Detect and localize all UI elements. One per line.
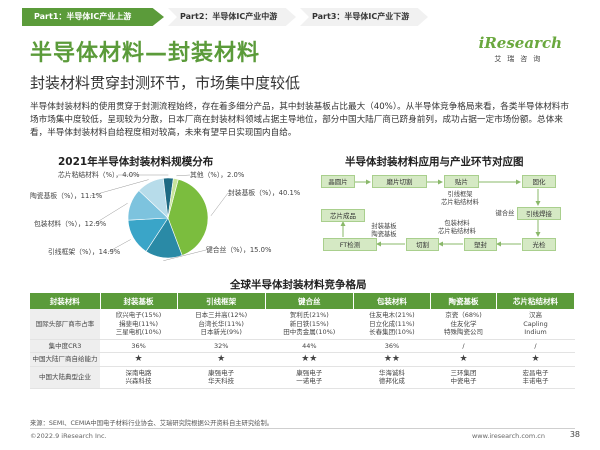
flow-label-packaging: 包装材料 (444, 220, 470, 227)
table-cell: 康强电子 华天科技 (177, 366, 266, 389)
flow-box-die-attach: 贴片 (444, 175, 479, 188)
iresearch-logo: iResearch 艾瑞咨询 (479, 34, 562, 64)
table-heading: 全球半导体封装材料竞争格局 (230, 279, 367, 291)
intro-paragraph: 半导体封装材料的使用贯穿于封测流程始终，存在着多细分产品，其中封装基板占比最大（… (30, 102, 570, 138)
footer-divider (30, 428, 575, 429)
flow-box-inspection: 光检 (522, 238, 556, 251)
flow-label-die-adhesive: 芯片粘结材料 (441, 199, 479, 206)
pie-label: 引线框架（%），14.9% (48, 247, 121, 256)
row-header: 中国大陆厂商自给能力 (30, 352, 100, 367)
flow-box-wafer: 晶圆片 (321, 175, 355, 188)
pie-label: 陶瓷基板（%），11.1% (30, 191, 103, 200)
pie-label: 其他（%），2.0% (190, 170, 245, 179)
flow-label-bond-wire: 键合丝 (495, 210, 515, 217)
flow-label-leadframe: 引线框架 (447, 191, 473, 198)
competition-table: 封装材料 封装基板 引线框架 键合丝 包装材料 陶瓷基板 芯片粘结材料 国际头部… (30, 293, 575, 389)
col-header: 陶瓷基板 (430, 293, 498, 309)
col-header: 芯片粘结材料 (496, 293, 575, 309)
flow-label-ceramic: 陶瓷基板 (371, 231, 397, 238)
col-header: 引线框架 (177, 293, 266, 309)
table-cell: 欣兴电子(15%) 揖斐电(11%) 三星电机(10%) (100, 309, 178, 340)
part-tabs: Part1：半导体IC产业上游 Part2：半导体IC产业中游 Part3：半导… (22, 8, 432, 26)
table-cell: ★ (177, 352, 266, 367)
flow-box-grind-cut: 磨片切割 (372, 175, 427, 188)
table-row: 中国大陆典型企业 深南电路 兴森科技 康强电子 华天科技 康强电子 一诺电子 华海诚科 … (30, 366, 575, 389)
pie-leader-line (163, 249, 207, 261)
pie-chart: 封装基板（%），40.1% 键合丝（%），15.0% 引线框架（%），14.9% 包装… (28, 168, 308, 268)
row-header: 中国大陆典型企业 (30, 366, 100, 389)
pie-leader-line (93, 202, 128, 225)
table-cell: ★★ (265, 352, 354, 367)
table-cell: ★ (496, 352, 575, 367)
table-cell: 康强电子 一诺电子 (265, 366, 354, 389)
table-cell: 32% (177, 339, 266, 353)
logo-text: iResearch (478, 34, 562, 52)
table-cell: 京瓷（68%) 住友化学 特殊陶瓷公司 (430, 309, 497, 340)
tab-part3[interactable]: Part3：半导体IC产业下游 (300, 8, 428, 26)
table-cell: ★ (100, 352, 178, 367)
page-number: 38 (569, 430, 580, 439)
col-header: 键合丝 (265, 293, 354, 309)
table-cell: 44% (265, 339, 354, 353)
flow-box-curing: 固化 (522, 175, 556, 188)
page-title: 半导体材料—封装材料 (30, 41, 261, 66)
flow-box-ft-test: FT检测 (323, 238, 377, 251)
table-cell: / (430, 339, 497, 353)
table-header-row: 封装材料 封装基板 引线框架 键合丝 包装材料 陶瓷基板 芯片粘结材料 (30, 293, 575, 309)
table-cell: 日本三井高(12%) 台湾长华(11%) 日本新光(9%) (177, 309, 266, 340)
process-flow-diagram: 晶圆片 磨片切割 贴片 固化 引线焊接 光检 塑封 切割 FT检测 芯片成品 引… (318, 168, 580, 268)
pie-heading: 2021年半导体封装材料规模分布 (58, 156, 214, 168)
table-cell: 华海诚科 德邦化成 (353, 366, 431, 389)
flow-box-cutting: 切割 (406, 238, 439, 251)
pie-label: 芯片粘结材料（%），4.0% (58, 170, 140, 179)
table-cell: 宏昌电子 丰诺电子 (496, 366, 575, 389)
pie-leader-line (210, 192, 229, 216)
flow-box-molding: 塑封 (464, 238, 497, 251)
flow-box-wire-bond: 引线焊接 (517, 207, 561, 220)
flow-label-die-adhesive-2: 芯片粘结材料 (438, 228, 476, 235)
table-cell: 住友电木(21%) 日立化成(11%) 长春集团(10%) (353, 309, 431, 340)
pie-label: 包装材料（%），12.9% (34, 219, 107, 228)
table-cell: ★★ (353, 352, 431, 367)
col-header: 封装材料 (30, 293, 101, 309)
table-cell: ★ (430, 352, 497, 367)
table-cell: 汉高 Capling Indium (496, 309, 575, 340)
pie-label: 键合丝（%），15.0% (206, 245, 272, 254)
row-header: 集中度CR3 (30, 339, 100, 353)
source-note: 来源：SEMI、CEMIA中国电子材料行业协会、艾瑞研究院根据公开资料自主研究绘… (30, 420, 274, 427)
pie-label: 封装基板（%），40.1% (228, 188, 301, 197)
col-header: 包装材料 (353, 293, 431, 309)
page-subtitle: 封装材料贯穿封测环节，市场集中度较低 (30, 74, 301, 92)
footer-url[interactable]: www.iresearch.com.cn (471, 432, 545, 440)
tab-part2[interactable]: Part2：半导体IC产业中游 (168, 8, 296, 26)
table-cell: 36% (100, 339, 178, 353)
pie-slice-其他 (167, 178, 179, 219)
table-cell: 36% (353, 339, 431, 353)
table-row: 集中度CR3 36% 32% 44% 36% / / (30, 339, 575, 353)
pie-slice-封装基板 (167, 178, 209, 256)
table-row: 中国大陆厂商自给能力 ★ ★ ★★ ★★ ★ ★ (30, 352, 575, 367)
row-header: 国际头部厂商市占率 (30, 309, 100, 340)
flow-label-substrate: 封装基板 (371, 223, 397, 230)
tab-part1[interactable]: Part1：半导体IC产业上游 (22, 8, 164, 26)
pie-svg: 封装基板（%），40.1% 键合丝（%），15.0% 引线框架（%），14.9% 包装… (30, 170, 301, 261)
pie-leader-line (107, 239, 131, 253)
flow-box-finished-chip: 芯片成品 (321, 209, 365, 222)
table-cell: 三环集团 中瓷电子 (430, 366, 497, 389)
footer-copyright: ©2022.9 iResearch Inc. (30, 432, 107, 440)
flow-arrows (340, 179, 541, 247)
flow-heading: 半导体封装材料应用与产业环节对应图 (345, 156, 524, 168)
table-cell: 贺利氏(21%) 新日铁(15%) 田中贵金属(10%) (265, 309, 354, 340)
col-header: 封装基板 (100, 293, 178, 309)
table-cell: / (496, 339, 575, 353)
logo-subtext: 艾瑞咨询 (494, 55, 547, 63)
pie-leader-line (89, 179, 149, 197)
table-row: 国际头部厂商市占率 欣兴电子(15%) 揖斐电(11%) 三星电机(10%) 日本三… (30, 309, 575, 340)
pie-leader-line (176, 174, 191, 177)
table-cell: 深南电路 兴森科技 (100, 366, 178, 389)
